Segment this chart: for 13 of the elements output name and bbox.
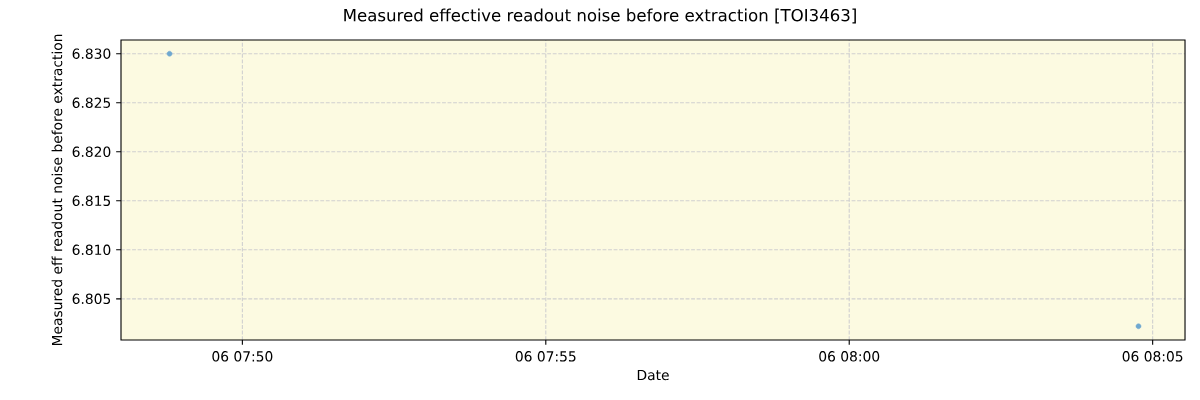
x-axis-title: Date [637,369,669,381]
y-tick-label: 6.810 [72,244,111,256]
y-tick-label: 6.825 [72,97,111,108]
y-tick-label: 6.805 [72,293,111,305]
y-axis-title: Measured eff readout noise before extraction [51,34,63,346]
y-tick-label: 6.815 [72,195,111,207]
chart-title: Measured effective readout noise before extraction [TOI3463] [344,8,856,24]
x-tick-label: 06 08:05 [1122,351,1183,362]
x-tick-label: 06 07:50 [212,351,273,362]
x-tick-label: 06 08:00 [819,351,880,362]
y-tick-label: 6.830 [72,48,111,59]
y-tick-label: 6.820 [72,146,111,157]
x-tick-label: 06 07:55 [515,351,576,362]
